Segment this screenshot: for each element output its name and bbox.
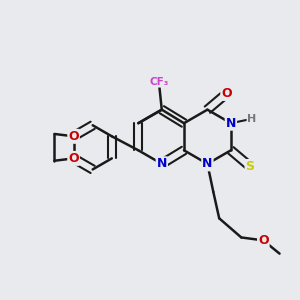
Text: H: H bbox=[248, 114, 257, 124]
Text: O: O bbox=[68, 152, 79, 165]
Text: O: O bbox=[258, 234, 269, 247]
Text: CF₃: CF₃ bbox=[149, 77, 169, 87]
Text: S: S bbox=[245, 160, 254, 173]
Text: O: O bbox=[68, 130, 79, 143]
Text: N: N bbox=[157, 157, 167, 170]
Text: O: O bbox=[221, 87, 232, 100]
Text: N: N bbox=[226, 117, 236, 130]
Text: N: N bbox=[202, 157, 213, 170]
